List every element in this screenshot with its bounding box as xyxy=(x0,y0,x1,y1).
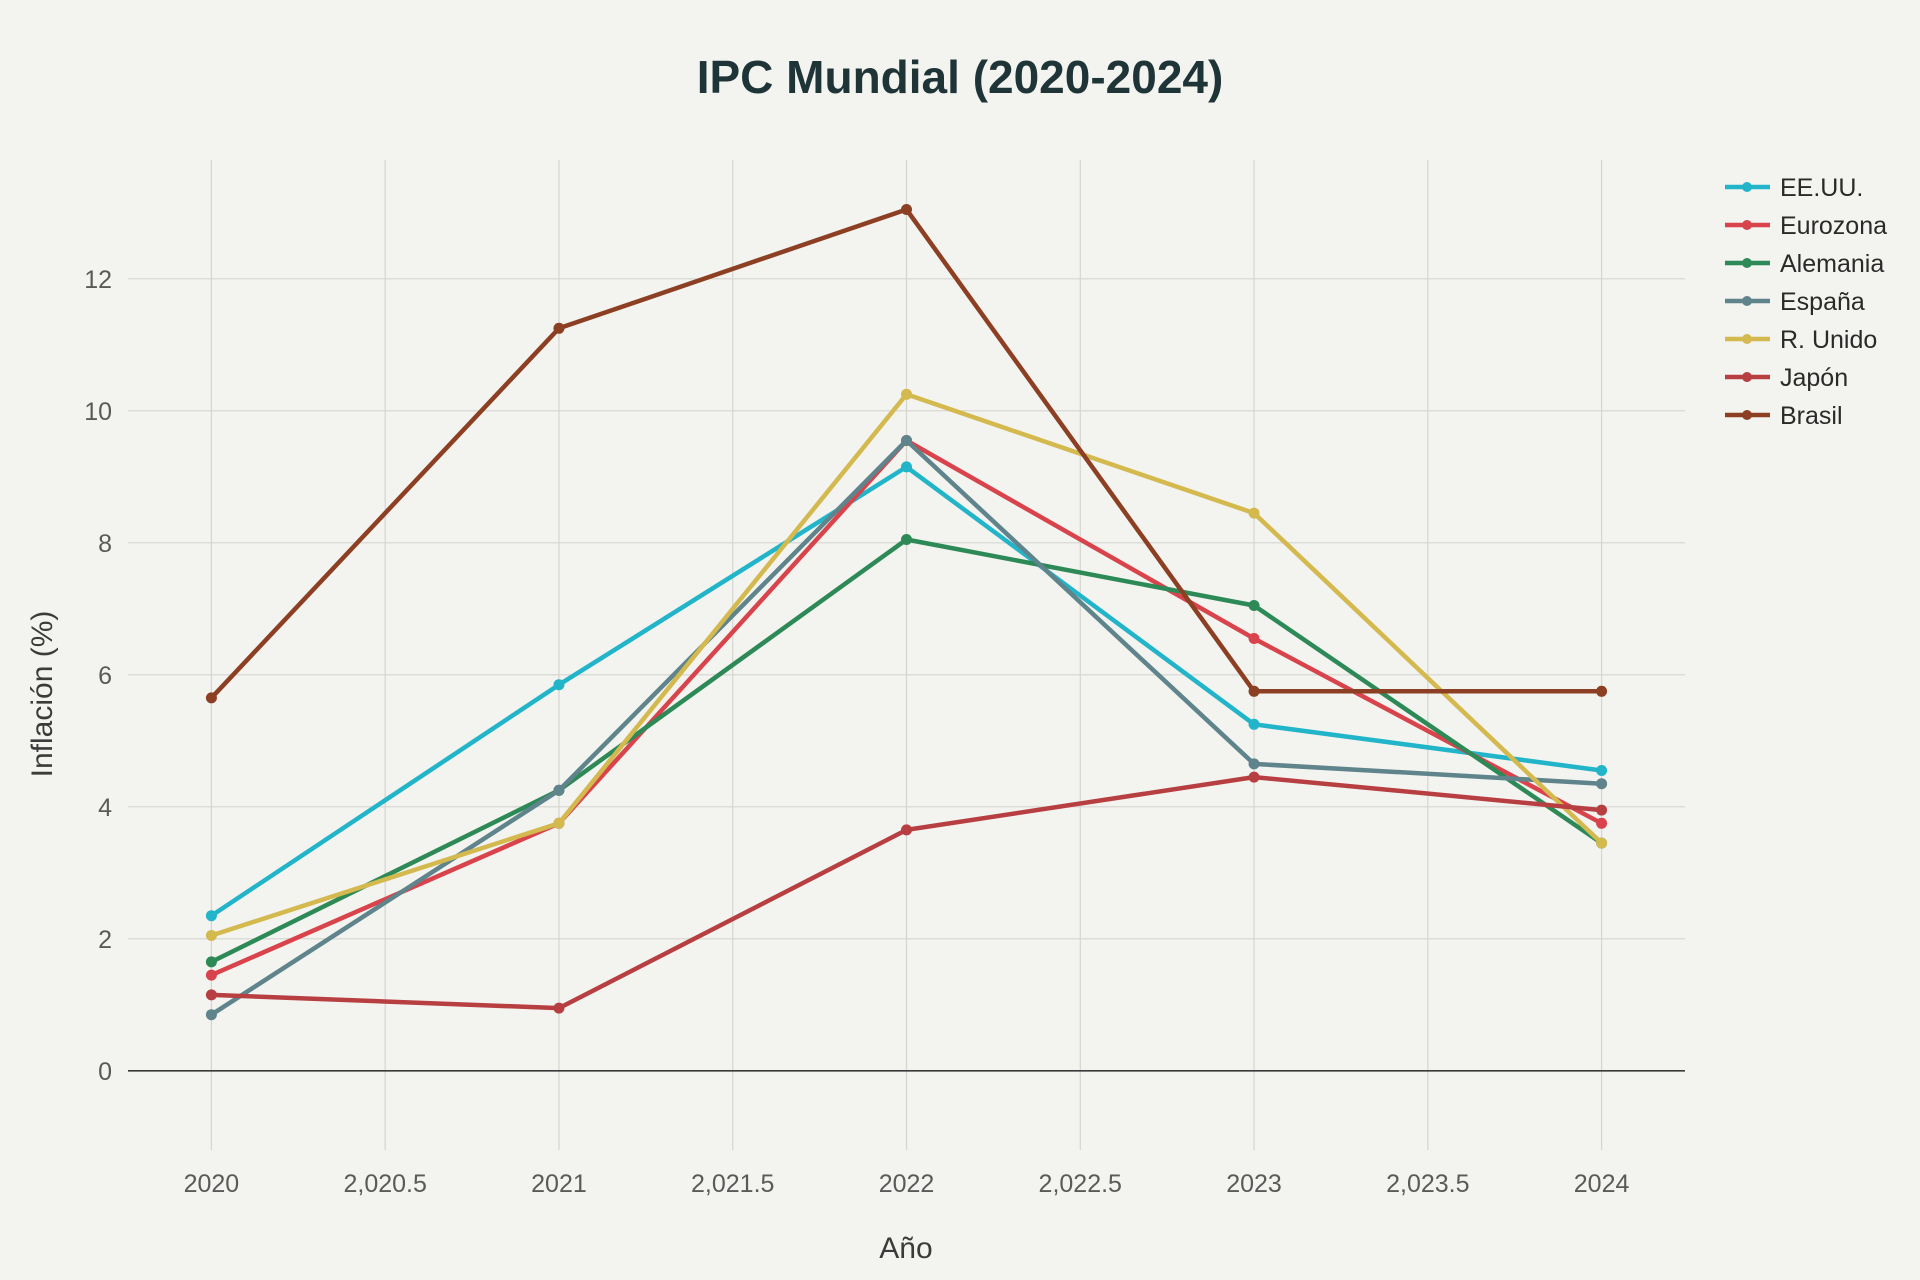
series-lines xyxy=(205,204,1608,1021)
x-tick-label: 2021 xyxy=(531,1170,587,1198)
data-point xyxy=(1248,758,1260,770)
legend-swatch-marker xyxy=(1742,410,1752,420)
data-point xyxy=(1248,685,1260,697)
x-tick-label: 2,023.5 xyxy=(1386,1170,1469,1198)
data-point xyxy=(1248,600,1260,611)
data-point xyxy=(553,817,565,829)
data-point xyxy=(205,692,217,704)
x-tick-label: 2,022.5 xyxy=(1039,1170,1122,1198)
legend-swatch-marker xyxy=(1742,334,1752,344)
data-point xyxy=(1248,718,1260,730)
y-tick-label: 2 xyxy=(98,926,112,954)
data-point xyxy=(901,824,912,836)
data-point xyxy=(1596,804,1608,816)
data-point xyxy=(205,969,217,981)
y-tick-label: 4 xyxy=(98,794,112,822)
data-point xyxy=(1596,685,1608,697)
data-point xyxy=(901,388,912,400)
legend-label: España xyxy=(1780,288,1865,316)
legend-item[interactable]: Alemania xyxy=(1725,250,1884,278)
data-point xyxy=(1248,771,1260,783)
x-tick-label: 2020 xyxy=(184,1170,240,1198)
legend-swatch-marker xyxy=(1742,182,1752,192)
y-axis-title: Inflación (%) xyxy=(26,611,59,778)
legend-item[interactable]: Brasil xyxy=(1725,402,1843,430)
x-tick-label: 2024 xyxy=(1574,1170,1630,1198)
legend-label: Alemania xyxy=(1780,250,1884,278)
data-point xyxy=(1596,778,1608,790)
data-point xyxy=(1248,633,1260,644)
series-japón xyxy=(205,771,1608,1014)
data-point xyxy=(205,956,217,968)
data-point xyxy=(205,1009,217,1021)
legend-label: Brasil xyxy=(1780,402,1843,430)
legend-item[interactable]: R. Unido xyxy=(1725,326,1877,354)
y-tick-label: 0 xyxy=(98,1058,112,1086)
chart-title: IPC Mundial (2020-2024) xyxy=(697,51,1224,103)
y-tick-label: 10 xyxy=(84,398,112,426)
x-tick-label: 2,021.5 xyxy=(691,1170,774,1198)
axes: 2020 2,020.5 2021 2,021.5 2022 2,022.5 2023 2,0… xyxy=(84,266,1629,1198)
y-tick-label: 12 xyxy=(84,266,112,294)
data-point xyxy=(901,435,912,446)
data-point xyxy=(1596,837,1608,849)
data-point xyxy=(1248,507,1260,519)
legend-swatch-marker xyxy=(1742,372,1752,382)
series-ee-uu xyxy=(205,461,1608,922)
legend-item[interactable]: Eurozona xyxy=(1725,212,1887,240)
legend-item[interactable]: EE.UU. xyxy=(1725,174,1863,202)
legend-swatch-marker xyxy=(1742,220,1752,230)
data-point xyxy=(205,930,217,941)
legend-item[interactable]: España xyxy=(1725,288,1865,316)
series-r-unido xyxy=(205,388,1608,941)
data-point xyxy=(901,534,912,545)
data-point xyxy=(1596,765,1608,776)
legend-swatch-marker xyxy=(1742,258,1752,268)
x-axis-title: Año xyxy=(879,1232,932,1265)
legend-label: Japón xyxy=(1780,364,1848,392)
x-tick-label: 2023 xyxy=(1226,1170,1282,1198)
data-point xyxy=(553,322,565,334)
y-tick-label: 6 xyxy=(98,662,112,690)
x-tick-label: 2,020.5 xyxy=(343,1170,426,1198)
data-point xyxy=(553,784,565,796)
legend-item[interactable]: Japón xyxy=(1725,364,1848,392)
legend-label: EE.UU. xyxy=(1780,174,1863,202)
legend[interactable]: EE.UU. Eurozona Alemania España R. Unido Japó… xyxy=(1725,174,1887,430)
data-point xyxy=(553,679,565,691)
data-point xyxy=(205,989,217,1001)
series-brasil xyxy=(205,204,1608,704)
x-tick-label: 2022 xyxy=(879,1170,935,1198)
y-tick-label: 8 xyxy=(98,530,112,558)
data-point xyxy=(205,910,217,922)
data-point xyxy=(901,461,912,473)
data-point xyxy=(901,204,912,215)
legend-swatch-marker xyxy=(1742,296,1752,306)
legend-label: Eurozona xyxy=(1780,212,1887,240)
series-españa xyxy=(205,435,1608,1021)
legend-label: R. Unido xyxy=(1780,326,1877,354)
data-point xyxy=(1596,817,1608,829)
data-point xyxy=(553,1002,565,1014)
